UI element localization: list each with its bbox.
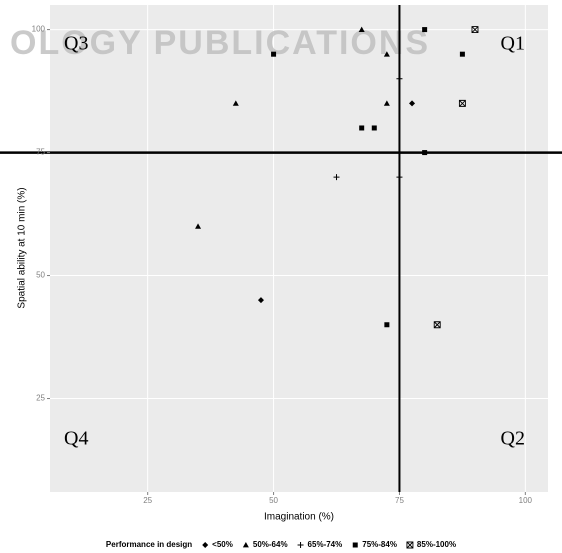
watermark: OLOGY PUBLICATIONS bbox=[10, 24, 430, 62]
legend-label: 75%-84% bbox=[362, 540, 397, 549]
legend: Performance in design <50% 50%-64% 65%-74% 7… bbox=[106, 540, 456, 549]
point bbox=[459, 51, 465, 57]
legend-item: <50% bbox=[202, 540, 233, 549]
point bbox=[232, 100, 239, 106]
legend-item: 50%-64% bbox=[242, 540, 288, 549]
y-tick-label: 75 bbox=[36, 148, 45, 157]
point bbox=[384, 322, 390, 328]
point bbox=[257, 297, 264, 304]
point bbox=[422, 150, 428, 156]
x-tick-label: 25 bbox=[143, 496, 152, 505]
point bbox=[271, 51, 277, 57]
legend-item: 65%-74% bbox=[297, 540, 343, 549]
legend-symbol bbox=[406, 541, 414, 549]
quadrant-label: Q3 bbox=[64, 33, 88, 55]
y-tick-label: 100 bbox=[32, 25, 46, 34]
legend-symbol bbox=[297, 542, 304, 548]
y-axis-label: Spatial ability at 10 min (%) bbox=[17, 187, 28, 308]
point bbox=[195, 223, 202, 229]
point bbox=[458, 99, 466, 107]
point bbox=[333, 174, 340, 181]
quadrant-label: Q2 bbox=[501, 428, 525, 450]
legend-item: 85%-100% bbox=[406, 540, 456, 549]
point bbox=[409, 100, 416, 107]
legend-label: <50% bbox=[212, 540, 233, 549]
legend-symbol bbox=[242, 542, 249, 548]
legend-label: 50%-64% bbox=[253, 540, 288, 549]
legend-title: Performance in design bbox=[106, 540, 192, 549]
point bbox=[422, 27, 428, 33]
point bbox=[371, 125, 377, 131]
legend-symbol bbox=[202, 542, 209, 548]
x-tick-label: 50 bbox=[269, 496, 278, 505]
y-tick-label: 50 bbox=[36, 271, 45, 280]
x-tick-label: 100 bbox=[519, 496, 533, 505]
point bbox=[433, 321, 441, 329]
point bbox=[396, 75, 403, 82]
legend-item: 75%-84% bbox=[352, 540, 397, 549]
y-tick-label: 25 bbox=[36, 394, 45, 403]
x-axis-label: Imagination (%) bbox=[264, 512, 334, 523]
quadrant-label: Q4 bbox=[64, 428, 88, 450]
legend-label: 65%-74% bbox=[308, 540, 343, 549]
quadrant-label: Q1 bbox=[501, 33, 525, 55]
point bbox=[471, 26, 479, 34]
panel bbox=[50, 5, 548, 492]
legend-symbol bbox=[352, 542, 358, 548]
x-tick-label: 75 bbox=[395, 496, 404, 505]
point bbox=[358, 26, 365, 32]
legend-label: 85%-100% bbox=[417, 540, 456, 549]
plot: Q3 Q1 Q4 Q2 bbox=[0, 5, 562, 492]
point bbox=[359, 125, 365, 131]
point bbox=[396, 174, 403, 181]
point bbox=[383, 100, 390, 106]
point bbox=[383, 51, 390, 57]
